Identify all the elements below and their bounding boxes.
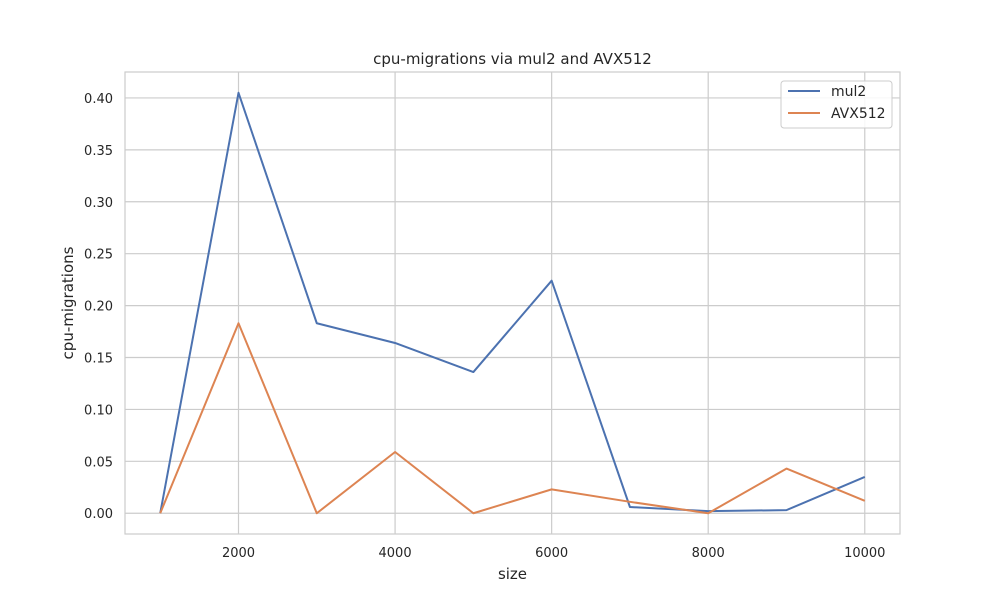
y-tick-label: 0.00	[84, 507, 113, 522]
y-tick-label: 0.15	[84, 352, 113, 367]
y-tick-label: 0.20	[84, 300, 113, 315]
x-tick-labels: 2000 4000 6000 8000 10000	[222, 546, 885, 561]
y-tick-labels: 0.00 0.05 0.10 0.15 0.20 0.25 0.30 0.35 0.40	[84, 92, 113, 522]
legend-box	[780, 80, 893, 129]
series-line-mul2	[159, 91, 866, 514]
plot-frame	[124, 71, 901, 535]
gridlines	[125, 72, 900, 534]
x-axis-label: size	[498, 565, 527, 583]
x-tick-label: 6000	[535, 546, 568, 561]
y-tick-label: 0.30	[84, 196, 113, 211]
legend: mul2 AVX512	[780, 80, 893, 129]
plot-background	[125, 72, 900, 534]
x-tick-label: 2000	[222, 546, 255, 561]
y-axis-label: cpu-migrations	[59, 246, 77, 359]
series-layer	[159, 91, 866, 515]
x-tick-label: 10000	[844, 546, 885, 561]
x-tick-label: 8000	[692, 546, 725, 561]
x-tick-label: 4000	[379, 546, 412, 561]
legend-label-avx512: AVX512	[831, 106, 886, 122]
chart-title: cpu-migrations via mul2 and AVX512	[373, 50, 652, 68]
series-line-avx512	[159, 322, 866, 515]
y-tick-label: 0.35	[84, 144, 113, 159]
y-tick-label: 0.05	[84, 455, 113, 470]
y-tick-label: 0.40	[84, 92, 113, 107]
y-tick-label: 0.25	[84, 248, 113, 263]
y-tick-label: 0.10	[84, 403, 113, 418]
legend-label-mul2: mul2	[831, 84, 866, 100]
